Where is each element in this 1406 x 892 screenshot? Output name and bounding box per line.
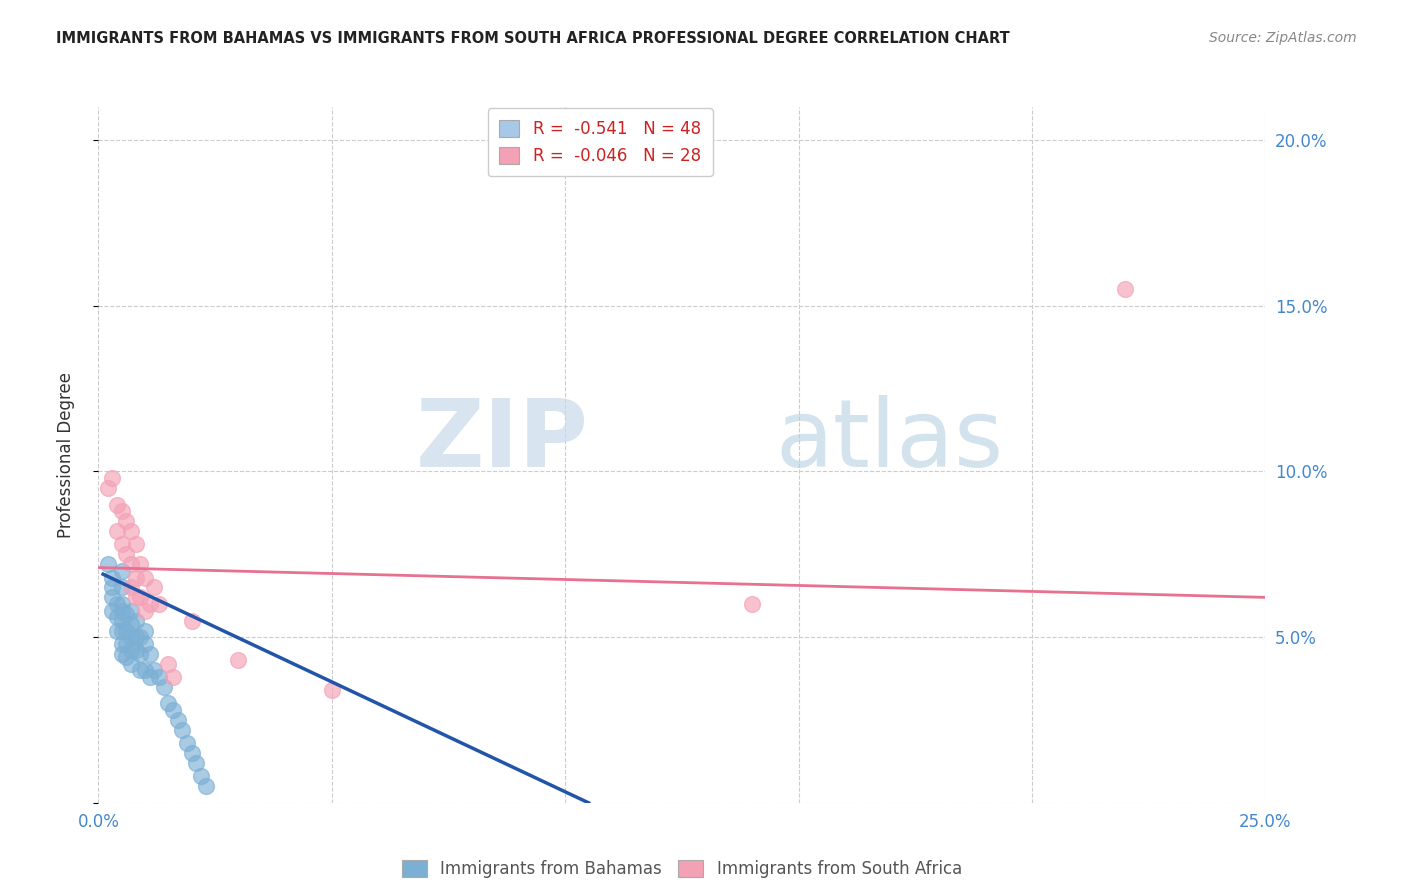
Point xyxy=(111,597,134,611)
Point xyxy=(139,647,162,661)
Point xyxy=(194,779,217,793)
Point xyxy=(120,581,142,595)
Point xyxy=(97,558,120,572)
Point xyxy=(105,498,128,512)
Point xyxy=(157,697,180,711)
Text: ZIP: ZIP xyxy=(416,395,589,487)
Point xyxy=(101,570,124,584)
Point xyxy=(101,604,124,618)
Point xyxy=(129,558,152,572)
Point xyxy=(111,624,134,638)
Point xyxy=(101,591,124,605)
Point xyxy=(120,558,142,572)
Point xyxy=(321,683,343,698)
Point xyxy=(111,647,134,661)
Point xyxy=(157,657,180,671)
Point xyxy=(120,616,142,631)
Point xyxy=(120,524,142,538)
Point xyxy=(134,663,156,677)
Point xyxy=(125,630,148,644)
Point xyxy=(741,597,763,611)
Text: IMMIGRANTS FROM BAHAMAS VS IMMIGRANTS FROM SOUTH AFRICA PROFESSIONAL DEGREE CORR: IMMIGRANTS FROM BAHAMAS VS IMMIGRANTS FR… xyxy=(56,31,1010,46)
Point xyxy=(115,624,138,638)
Point xyxy=(125,643,148,657)
Point xyxy=(101,581,124,595)
Point xyxy=(172,723,194,737)
Point xyxy=(134,604,156,618)
Point xyxy=(125,591,148,605)
Point xyxy=(162,670,184,684)
Point xyxy=(115,514,138,528)
Point xyxy=(111,604,134,618)
Text: Source: ZipAtlas.com: Source: ZipAtlas.com xyxy=(1209,31,1357,45)
Point xyxy=(228,653,250,667)
Point xyxy=(125,537,148,551)
Point xyxy=(111,537,134,551)
Point xyxy=(120,643,142,657)
Point xyxy=(134,570,156,584)
Point xyxy=(105,524,128,538)
Point xyxy=(120,630,142,644)
Point xyxy=(97,481,120,495)
Point xyxy=(190,769,212,783)
Point xyxy=(1114,282,1136,296)
Point xyxy=(162,703,184,717)
Point xyxy=(129,591,152,605)
Point xyxy=(111,581,134,595)
Point xyxy=(101,471,124,485)
Point xyxy=(129,630,152,644)
Point xyxy=(111,564,134,578)
Point xyxy=(148,670,170,684)
Point xyxy=(120,657,142,671)
Point xyxy=(166,713,188,727)
Point xyxy=(105,597,128,611)
Point xyxy=(180,614,202,628)
Point xyxy=(129,647,152,661)
Point xyxy=(125,614,148,628)
Point xyxy=(139,597,162,611)
Point xyxy=(105,624,128,638)
Point xyxy=(134,637,156,651)
Legend: Immigrants from Bahamas, Immigrants from South Africa: Immigrants from Bahamas, Immigrants from… xyxy=(395,854,969,885)
Point xyxy=(176,736,198,750)
Text: atlas: atlas xyxy=(775,395,1004,487)
Point xyxy=(180,746,202,760)
Point xyxy=(134,624,156,638)
Point xyxy=(143,581,166,595)
Point xyxy=(111,637,134,651)
Point xyxy=(111,614,134,628)
Point xyxy=(129,663,152,677)
Point xyxy=(115,650,138,665)
Point xyxy=(125,570,148,584)
Point xyxy=(115,547,138,561)
Point xyxy=(120,604,142,618)
Point xyxy=(111,504,134,518)
Point xyxy=(143,663,166,677)
Point xyxy=(186,756,208,770)
Point xyxy=(115,637,138,651)
Point xyxy=(115,607,138,621)
Point xyxy=(148,597,170,611)
Point xyxy=(152,680,174,694)
Y-axis label: Professional Degree: Professional Degree xyxy=(56,372,75,538)
Point xyxy=(139,670,162,684)
Point xyxy=(105,610,128,624)
